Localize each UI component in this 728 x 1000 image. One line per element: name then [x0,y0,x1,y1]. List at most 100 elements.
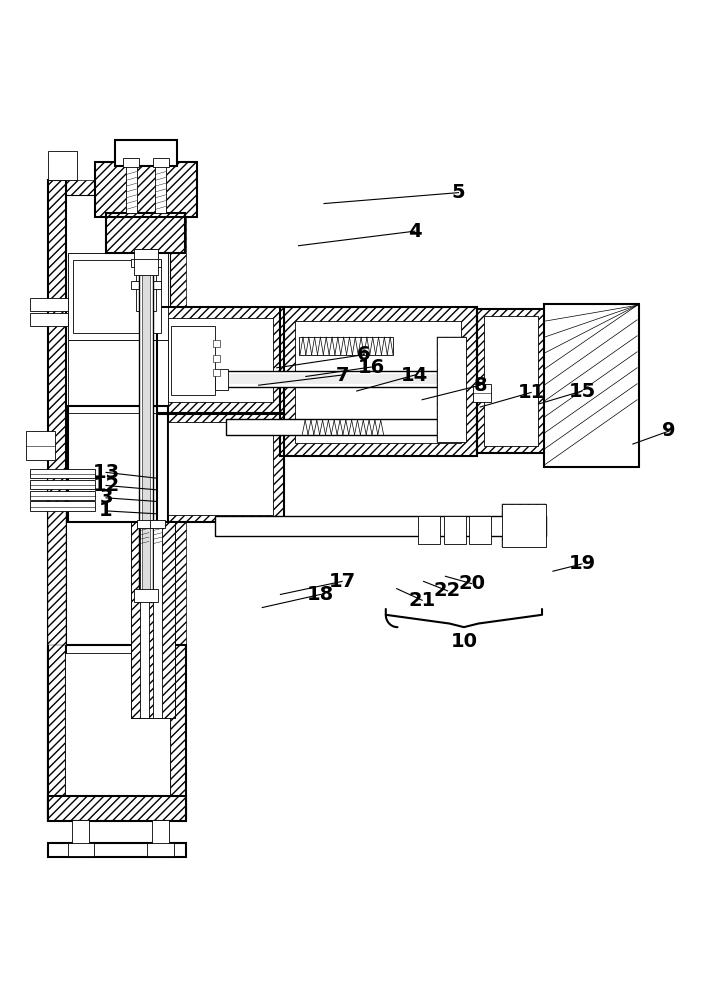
Bar [142,257,151,598]
Text: 13: 13 [92,463,119,482]
Bar [477,309,546,453]
Bar [106,213,184,253]
Bar [132,281,161,289]
Bar [136,249,157,311]
Bar [26,431,55,460]
Text: 8: 8 [473,376,487,395]
Bar [48,180,66,820]
Bar [545,304,638,467]
Bar [48,843,186,857]
Text: 6: 6 [357,345,371,364]
Bar [484,316,539,446]
Bar [226,371,444,387]
Bar [48,180,186,820]
Bar [229,374,441,384]
Bar [152,820,170,845]
Bar [74,260,161,333]
Bar [139,253,154,602]
Bar [30,469,95,478]
Bar [48,180,66,820]
Text: 5: 5 [451,183,465,202]
Bar [502,504,546,547]
Bar [419,516,440,544]
Bar [95,162,197,217]
Bar [502,504,546,547]
Bar [68,406,168,522]
Bar [213,340,220,347]
Bar [134,259,159,275]
Bar [65,195,170,805]
Text: 19: 19 [569,554,596,573]
Bar [157,307,284,413]
Bar [215,369,228,390]
Text: 10: 10 [451,632,478,651]
Bar [95,162,197,217]
Bar [295,321,461,443]
Bar [154,522,162,718]
Text: 15: 15 [569,382,596,401]
Bar [30,298,68,311]
Bar [477,309,546,453]
Bar [132,259,161,267]
Bar [72,820,90,845]
Bar [444,516,466,544]
Bar [157,307,284,413]
Bar [48,471,66,645]
Bar [437,337,466,442]
Bar [132,522,175,718]
Bar [132,522,175,718]
Text: 3: 3 [99,488,113,507]
Text: 14: 14 [401,366,429,385]
Bar [168,318,273,402]
Text: 22: 22 [434,581,461,600]
Text: 20: 20 [458,574,485,593]
Bar [168,422,273,515]
Text: 9: 9 [662,421,676,440]
Bar [127,166,137,213]
Bar [151,520,165,528]
Bar [157,414,284,522]
Bar [106,213,184,253]
Text: 11: 11 [518,383,545,402]
Bar [134,249,159,260]
Text: 16: 16 [357,358,385,377]
Text: 21: 21 [408,591,436,610]
Bar [298,337,393,355]
Bar [213,369,220,376]
Bar [226,419,440,435]
Bar [65,653,170,812]
Bar [141,522,149,718]
Text: 7: 7 [336,366,349,385]
Bar [280,307,477,456]
Bar [68,843,94,856]
Bar [153,158,169,167]
Bar [30,491,95,500]
Bar [134,589,159,602]
Bar [215,516,546,536]
Bar [124,158,140,167]
Bar [48,645,186,820]
Bar [48,151,77,180]
Bar [68,253,168,340]
Bar [30,480,95,489]
Bar [48,796,186,821]
Text: 4: 4 [408,222,422,241]
Text: 17: 17 [328,572,356,591]
Bar [148,843,173,856]
Text: 18: 18 [306,585,334,604]
Bar [213,355,220,362]
Bar [280,307,477,456]
Text: 1: 1 [99,501,113,520]
Bar [156,166,166,213]
Bar [68,340,168,406]
Bar [48,796,186,821]
Bar [30,501,95,511]
Bar [473,384,491,402]
Bar [48,645,186,820]
Bar [172,326,215,395]
Bar [437,337,466,442]
Bar [157,414,284,522]
Text: 12: 12 [92,476,119,495]
Bar [68,253,168,340]
Bar [470,516,491,544]
